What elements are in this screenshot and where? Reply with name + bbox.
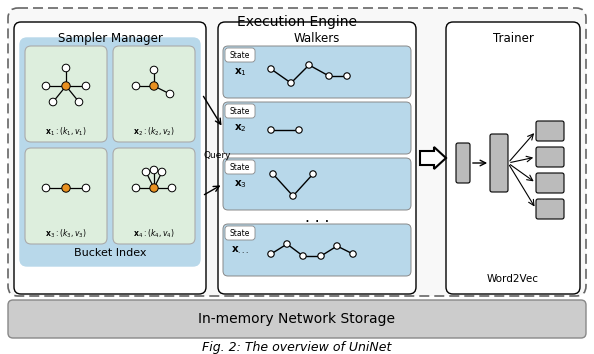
Circle shape: [75, 98, 83, 106]
Text: Execution Engine: Execution Engine: [237, 15, 357, 29]
Circle shape: [270, 171, 276, 177]
FancyBboxPatch shape: [20, 38, 200, 266]
Circle shape: [268, 66, 274, 72]
Text: Query: Query: [204, 150, 232, 160]
Circle shape: [42, 82, 50, 90]
Circle shape: [142, 168, 150, 176]
Circle shape: [49, 98, 57, 106]
Circle shape: [288, 80, 294, 86]
FancyBboxPatch shape: [490, 134, 508, 192]
Circle shape: [42, 184, 50, 192]
Text: $\mathbf{x}_2:(k_2,v_2)$: $\mathbf{x}_2:(k_2,v_2)$: [133, 126, 175, 138]
FancyBboxPatch shape: [223, 46, 411, 98]
Text: . . .: . . .: [305, 210, 329, 224]
FancyBboxPatch shape: [536, 147, 564, 167]
FancyBboxPatch shape: [456, 143, 470, 183]
FancyBboxPatch shape: [223, 158, 411, 210]
Text: State: State: [230, 228, 250, 238]
Text: $\mathbf{x}_{...}$: $\mathbf{x}_{...}$: [231, 244, 249, 256]
FancyBboxPatch shape: [225, 226, 255, 240]
Text: $\mathbf{x}_3:(k_3,v_3)$: $\mathbf{x}_3:(k_3,v_3)$: [45, 228, 87, 240]
Text: Trainer: Trainer: [492, 32, 533, 45]
Text: Walkers: Walkers: [294, 32, 340, 45]
FancyBboxPatch shape: [113, 46, 195, 142]
Text: $\mathbf{x}_3$: $\mathbf{x}_3$: [233, 178, 247, 190]
Circle shape: [334, 243, 340, 249]
FancyArrow shape: [420, 147, 446, 169]
FancyBboxPatch shape: [225, 160, 255, 174]
Circle shape: [268, 251, 274, 257]
Text: In-memory Network Storage: In-memory Network Storage: [198, 312, 396, 326]
Circle shape: [62, 184, 70, 192]
Circle shape: [268, 127, 274, 133]
FancyBboxPatch shape: [113, 148, 195, 244]
Circle shape: [158, 168, 166, 176]
FancyBboxPatch shape: [218, 22, 416, 294]
Circle shape: [168, 184, 176, 192]
FancyBboxPatch shape: [8, 300, 586, 338]
FancyBboxPatch shape: [223, 224, 411, 276]
Text: Fig. 2: The overview of UniNet: Fig. 2: The overview of UniNet: [203, 341, 391, 354]
Circle shape: [300, 253, 306, 259]
FancyBboxPatch shape: [225, 104, 255, 118]
Circle shape: [306, 62, 312, 68]
Circle shape: [310, 171, 316, 177]
Circle shape: [132, 184, 140, 192]
Circle shape: [296, 127, 302, 133]
Text: $\mathbf{x}_1:(k_1,v_1)$: $\mathbf{x}_1:(k_1,v_1)$: [45, 126, 87, 138]
Text: $\mathbf{x}_1$: $\mathbf{x}_1$: [233, 66, 247, 78]
Circle shape: [344, 73, 350, 79]
FancyBboxPatch shape: [8, 8, 586, 296]
Text: State: State: [230, 51, 250, 59]
Circle shape: [150, 82, 158, 90]
Circle shape: [62, 82, 70, 90]
Text: $\mathbf{x}_2$: $\mathbf{x}_2$: [233, 122, 247, 134]
Circle shape: [150, 66, 158, 74]
Text: State: State: [230, 162, 250, 171]
Text: $\mathbf{x}_4:(k_4,v_4)$: $\mathbf{x}_4:(k_4,v_4)$: [133, 228, 175, 240]
Text: Sampler Manager: Sampler Manager: [58, 32, 162, 45]
Circle shape: [150, 166, 158, 174]
FancyBboxPatch shape: [536, 173, 564, 193]
FancyBboxPatch shape: [536, 199, 564, 219]
Circle shape: [318, 253, 324, 259]
FancyBboxPatch shape: [536, 121, 564, 141]
FancyBboxPatch shape: [25, 46, 107, 142]
Circle shape: [82, 82, 90, 90]
Circle shape: [290, 193, 296, 199]
Circle shape: [284, 241, 290, 247]
Circle shape: [350, 251, 356, 257]
Text: Word2Vec: Word2Vec: [487, 274, 539, 284]
Circle shape: [62, 64, 70, 72]
Circle shape: [82, 184, 90, 192]
Text: State: State: [230, 107, 250, 115]
Circle shape: [326, 73, 332, 79]
FancyBboxPatch shape: [225, 48, 255, 62]
Circle shape: [166, 90, 174, 98]
Text: Bucket Index: Bucket Index: [74, 248, 146, 258]
Circle shape: [150, 184, 158, 192]
FancyBboxPatch shape: [25, 148, 107, 244]
FancyBboxPatch shape: [446, 22, 580, 294]
Circle shape: [132, 82, 140, 90]
FancyBboxPatch shape: [14, 22, 206, 294]
FancyBboxPatch shape: [223, 102, 411, 154]
